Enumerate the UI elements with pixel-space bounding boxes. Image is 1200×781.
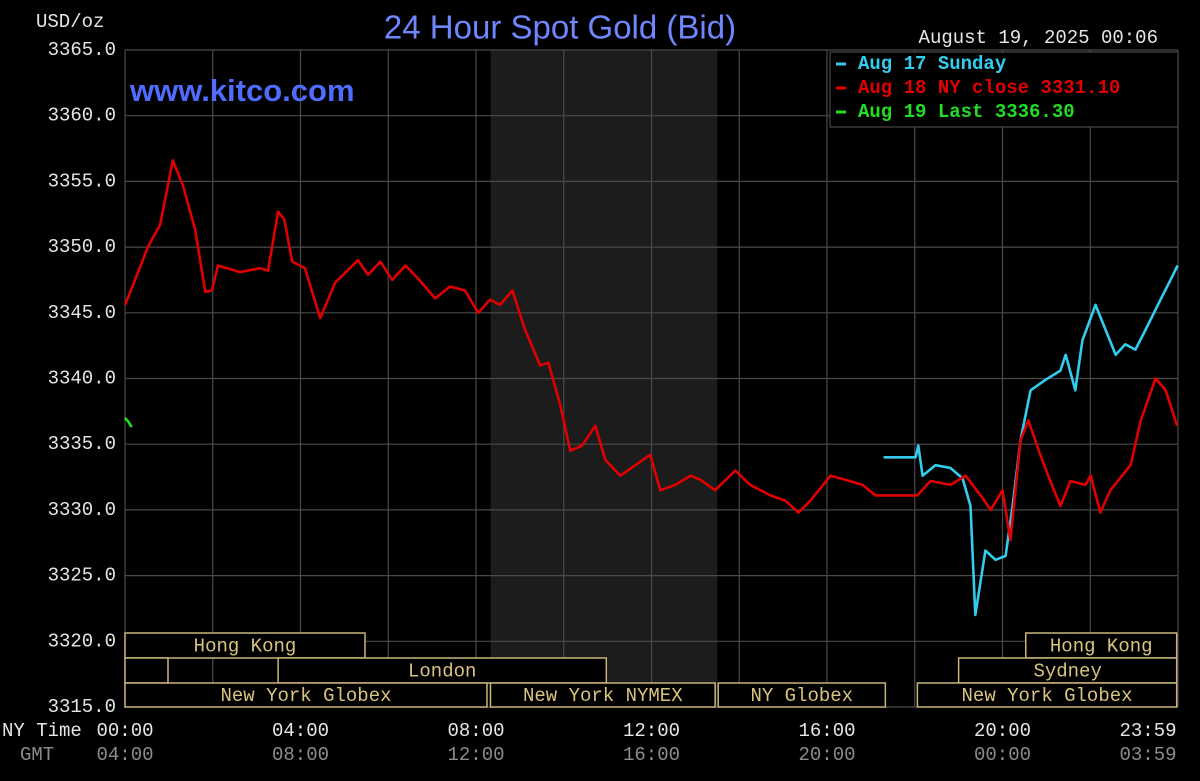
gmt-tick-label: 12:00 (447, 744, 504, 766)
gmt-tick-label: 08:00 (272, 744, 329, 766)
session-bar (489, 682, 716, 708)
y-tick-label: 3320.0 (48, 630, 116, 652)
gmt-tick-label: 03:59 (1119, 744, 1176, 766)
y-tick-label: 3340.0 (48, 368, 116, 390)
session-label: New York Globex (220, 685, 391, 707)
y-tick-label: 3335.0 (48, 433, 116, 455)
x-tick-label: 23:59 (1119, 720, 1176, 742)
legend-box (829, 51, 1179, 128)
x-tick-label: 08:00 (447, 720, 504, 742)
x-tick-label: 20:00 (974, 720, 1031, 742)
session-label: New York Globex (962, 685, 1133, 707)
y-tick-label: 3355.0 (48, 170, 116, 192)
y-tick-label: 3360.0 (48, 105, 116, 127)
session-label: Hong Kong (1050, 636, 1153, 658)
y-tick-label: 3365.0 (48, 39, 116, 61)
x-tick-label: 16:00 (798, 720, 855, 742)
session-bar (717, 682, 887, 708)
session-bar (957, 657, 1178, 684)
session-bar (124, 632, 366, 659)
session-bar (1025, 632, 1178, 659)
session-label: Hong Kong (194, 636, 297, 658)
y-tick-label: 3330.0 (48, 499, 116, 521)
gmt-tick-label: 20:00 (798, 744, 855, 766)
legend-label: Aug 18 NY close 3331.10 (858, 77, 1120, 99)
session-bar (277, 657, 608, 684)
x-tick-label: 04:00 (272, 720, 329, 742)
series-line (124, 417, 133, 428)
watermark: www.kitco.com (129, 73, 355, 108)
chart-title: 24 Hour Spot Gold (Bid) (384, 9, 736, 46)
session-label: Sydney (1033, 661, 1101, 683)
plot-area: 3365.0 3360.0 3355.0 3350.0 3345.0 3340.0 3335… (48, 39, 1179, 766)
session-bar (124, 657, 169, 684)
session-bar (916, 682, 1178, 708)
legend-label: Aug 19 Last 3336.30 (858, 101, 1075, 123)
y-tick-label: 3345.0 (48, 302, 116, 324)
gmt-tick-label: 00:00 (974, 744, 1031, 766)
x-axis-label: NY Time (2, 720, 82, 742)
session-label: NY Globex (750, 685, 853, 707)
x-tick-label: 00:00 (96, 720, 153, 742)
legend-label: Aug 17 Sunday (858, 53, 1007, 75)
x-tick-label: 12:00 (623, 720, 680, 742)
series-line (883, 264, 1179, 617)
session-label: London (408, 661, 476, 683)
series-line (123, 159, 1179, 542)
y-tick-label: 3315.0 (48, 696, 116, 718)
session-label: New York NYMEX (523, 685, 683, 707)
gmt-tick-label: 16:00 (623, 744, 680, 766)
y-tick-label: 3350.0 (48, 236, 116, 258)
x2-axis-label: GMT (20, 744, 54, 766)
y-tick-label: 3325.0 (48, 565, 116, 587)
gmt-tick-label: 04:00 (96, 744, 153, 766)
y-axis-label: USD/oz (36, 11, 104, 33)
session-bar (124, 682, 488, 708)
timestamp: August 19, 2025 00:06 (919, 27, 1158, 49)
